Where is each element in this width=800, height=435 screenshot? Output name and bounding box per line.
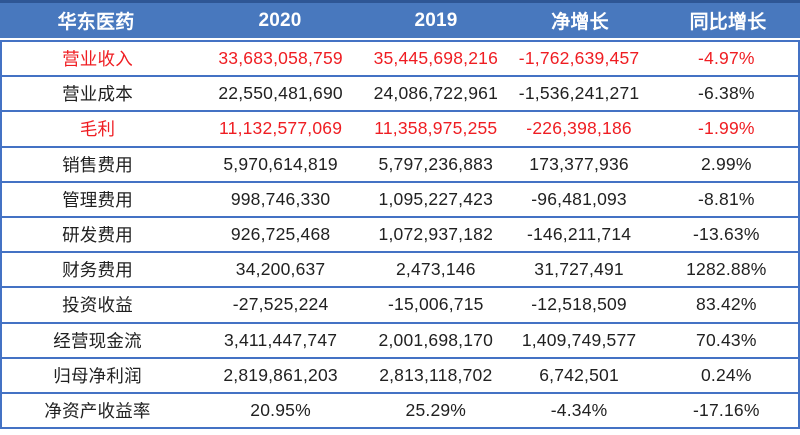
row-label: 财务费用 (62, 260, 133, 281)
value-2019: 2,001,698,170 (378, 329, 494, 350)
value-2019: 5,797,236,883 (378, 153, 494, 174)
value-net-change: -1,536,241,271 (518, 83, 640, 104)
table-row-investment-income: 投资收益 -27,525,224 -15,006,715 -12,518,509… (2, 288, 798, 324)
table-row-roe: 净资产收益率 20.95% 25.29% -4.34% -17.16% (2, 394, 798, 427)
value-2020: 20.95% (250, 399, 311, 420)
row-label: 营业收入 (62, 49, 133, 70)
header-yoy-change: 同比增长 (689, 12, 767, 33)
value-2020: 926,725,468 (230, 224, 331, 245)
value-net-change: -146,211,714 (526, 224, 632, 245)
value-net-change: 31,727,491 (534, 259, 624, 280)
value-2019: 25.29% (405, 399, 467, 420)
value-yoy-change: 2.99% (701, 153, 752, 174)
table-row-gross-profit: 毛利 11,132,577,069 11,358,975,255 -226,39… (2, 112, 798, 148)
row-label: 经营现金流 (53, 330, 142, 351)
value-yoy-change: -4.97% (697, 48, 755, 69)
value-2020: 22,550,481,690 (218, 83, 343, 104)
value-net-change: 6,742,501 (539, 364, 619, 385)
value-2020: -27,525,224 (232, 294, 329, 315)
value-net-change: -226,398,186 (526, 118, 632, 139)
table-row-admin-expenses: 管理费用 998,746,330 1,095,227,423 -96,481,0… (2, 183, 798, 218)
table-row-finance-expenses: 财务费用 34,200,637 2,473,146 31,727,491 128… (2, 253, 798, 289)
value-net-change: -96,481,093 (531, 188, 627, 209)
table-row-net-profit-attributable: 归母净利润 2,819,861,203 2,813,118,702 6,742,… (2, 359, 798, 394)
value-2020: 11,132,577,069 (219, 118, 343, 139)
table-row-selling-expenses: 销售费用 5,970,614,819 5,797,236,883 173,377… (2, 148, 798, 183)
value-2019: 1,095,227,423 (378, 188, 494, 209)
row-label: 管理费用 (62, 189, 133, 210)
header-net-change: 净增长 (551, 12, 609, 33)
row-label: 研发费用 (62, 225, 133, 246)
value-2019: 2,473,146 (395, 259, 476, 280)
row-label: 毛利 (79, 119, 116, 140)
value-net-change: -1,762,639,457 (518, 48, 640, 69)
value-yoy-change: 0.24% (701, 364, 752, 385)
value-yoy-change: -1.99% (697, 118, 755, 139)
table-row-operating-revenue: 营业收入 33,683,058,759 35,445,698,216 -1,76… (2, 42, 798, 78)
value-2020: 34,200,637 (235, 259, 326, 280)
row-label: 营业成本 (62, 84, 133, 105)
table-row-operating-cost: 营业成本 22,550,481,690 24,086,722,961 -1,53… (2, 77, 798, 113)
value-yoy-change: -17.16% (693, 399, 760, 420)
table-header-row: 华东医药 2020 2019 净增长 同比增长 (0, 0, 800, 38)
value-2020: 5,970,614,819 (223, 153, 338, 174)
value-net-change: 1,409,749,577 (521, 329, 637, 350)
table-body: 营业收入 33,683,058,759 35,445,698,216 -1,76… (0, 40, 800, 429)
table-row-rnd-expenses: 研发费用 926,725,468 1,072,937,182 -146,211,… (2, 218, 798, 254)
value-yoy-change: 70.43% (696, 329, 757, 350)
table-row-operating-cashflow: 经营现金流 3,411,447,747 2,001,698,170 1,409,… (2, 324, 798, 359)
value-2020: 3,411,447,747 (223, 329, 338, 350)
value-2020: 2,819,861,203 (223, 364, 338, 385)
value-yoy-change: 1282.88% (686, 259, 767, 280)
value-2019: 24,086,722,961 (373, 83, 499, 104)
value-2019: 35,445,698,216 (373, 48, 499, 69)
header-company-name: 华东医药 (57, 12, 135, 33)
row-label: 归母净利润 (53, 365, 142, 386)
value-yoy-change: -8.81% (697, 188, 755, 209)
value-yoy-change: -13.63% (693, 224, 760, 245)
value-2020: 998,746,330 (230, 188, 331, 209)
header-year-2020: 2020 (258, 9, 302, 31)
value-yoy-change: 83.42% (696, 294, 757, 315)
header-year-2019: 2019 (414, 9, 458, 31)
value-net-change: -12,518,509 (531, 294, 627, 315)
value-yoy-change: -6.38% (697, 83, 755, 104)
value-net-change: 173,377,936 (529, 153, 629, 174)
value-2019: 11,358,975,255 (374, 118, 498, 139)
value-2019: 1,072,937,182 (378, 224, 494, 245)
row-label: 投资收益 (62, 295, 133, 316)
value-2019: -15,006,715 (387, 294, 484, 315)
value-2020: 33,683,058,759 (218, 48, 343, 69)
row-label: 销售费用 (62, 154, 133, 175)
value-net-change: -4.34% (550, 399, 608, 420)
row-label: 净资产收益率 (44, 400, 151, 421)
value-2019: 2,813,118,702 (379, 364, 493, 385)
